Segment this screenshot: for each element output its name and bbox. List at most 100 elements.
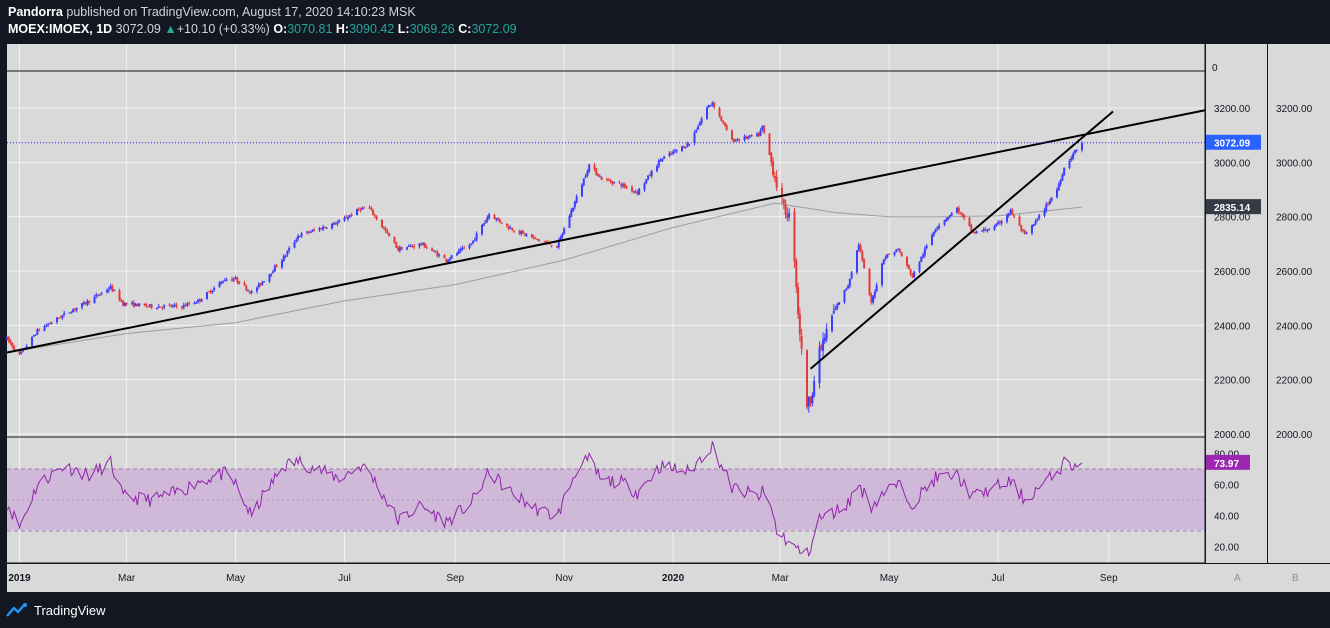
candle-body xyxy=(406,247,408,250)
candle-body xyxy=(882,259,885,264)
candle-body xyxy=(284,255,287,257)
candle-body xyxy=(81,303,83,308)
candle-body xyxy=(288,248,291,251)
time-axis[interactable] xyxy=(7,564,1330,592)
candle-body xyxy=(411,246,414,248)
candle-body xyxy=(318,228,321,231)
candle-body xyxy=(332,222,335,225)
rsi-line xyxy=(6,441,1083,558)
candle-body xyxy=(172,305,175,307)
candle-body xyxy=(575,196,578,203)
candle-body xyxy=(723,122,726,126)
high-label: H: xyxy=(335,22,350,36)
candle-body xyxy=(656,166,658,172)
candle-body xyxy=(423,242,426,248)
candle-body xyxy=(648,175,651,177)
candle-body xyxy=(473,239,476,241)
candle-body xyxy=(186,303,189,306)
candle-body xyxy=(859,245,862,252)
scale-button-b[interactable]: B xyxy=(1292,573,1299,584)
candle-body xyxy=(18,349,21,355)
candle-body xyxy=(773,175,776,179)
candle-body xyxy=(188,303,191,305)
candle-body xyxy=(925,245,928,249)
candle-body xyxy=(993,226,996,230)
candle-body xyxy=(320,228,323,230)
candle-body xyxy=(493,214,496,220)
author-name[interactable]: Pandorra xyxy=(8,5,63,19)
candle-body xyxy=(436,252,439,257)
candle-body xyxy=(231,279,233,281)
candle-body xyxy=(311,229,314,232)
candle-body xyxy=(695,130,698,132)
candle-body xyxy=(997,222,1000,224)
candle-body xyxy=(470,243,473,245)
candle-body xyxy=(1011,209,1014,215)
trendline-long[interactable] xyxy=(6,109,1206,354)
candle-body xyxy=(268,274,271,282)
price-axis-tick: 2800.00 xyxy=(1276,213,1313,224)
candle-body xyxy=(561,233,564,238)
candle-body xyxy=(398,247,401,251)
candle-body xyxy=(509,228,512,230)
price-axis-tick: 2000.00 xyxy=(1276,430,1313,441)
candle-body xyxy=(193,302,196,304)
candle-body xyxy=(1059,180,1062,185)
tradingview-brand[interactable]: TradingView xyxy=(34,602,106,618)
candle-body xyxy=(922,254,925,258)
candle-body xyxy=(348,215,351,217)
candle-body xyxy=(88,300,91,303)
tradingview-logo-icon[interactable] xyxy=(6,603,30,617)
candle-body xyxy=(598,176,601,178)
candle-body xyxy=(9,340,12,344)
triangle-up-icon: ▲ xyxy=(164,22,177,36)
chart-header: Pandorra published on TradingView.com, A… xyxy=(8,4,517,38)
candle-body xyxy=(959,212,962,214)
candle-body xyxy=(1009,209,1012,214)
price-axis-left[interactable] xyxy=(1206,44,1267,563)
candle-body xyxy=(572,207,575,212)
candle-body xyxy=(7,336,10,342)
candle-body xyxy=(1045,204,1048,211)
candle-body xyxy=(784,203,787,215)
candle-body xyxy=(798,313,801,335)
candle-body xyxy=(943,220,946,225)
candle-body xyxy=(61,315,64,318)
candle-body xyxy=(607,180,610,182)
candle-body xyxy=(538,239,541,241)
candle-body xyxy=(568,216,571,229)
candle-body xyxy=(370,207,373,210)
candle-body xyxy=(911,274,914,277)
candle-body xyxy=(593,164,596,170)
candle-body xyxy=(998,221,1001,224)
rsi-axis-tick: 60.00 xyxy=(1214,481,1239,492)
symbol-label[interactable]: MOEX:IMOEX, 1D xyxy=(8,22,113,36)
candle-body xyxy=(495,218,498,220)
candle-body xyxy=(68,312,71,314)
price-axis-tick: 2000.00 xyxy=(1214,430,1251,441)
candle-body xyxy=(631,187,633,191)
candle-body xyxy=(211,290,214,293)
candle-body xyxy=(257,283,260,288)
open-value: 3070.81 xyxy=(287,22,333,36)
candle-body xyxy=(434,251,437,253)
candle-body xyxy=(243,283,246,286)
chart-area[interactable]: 3200.00 3200.00 3000.00 3000.00 2800.00 2800.… xyxy=(0,0,1330,600)
candle-body xyxy=(463,247,466,249)
candle-body xyxy=(95,294,98,297)
candle-body xyxy=(97,294,100,296)
candle-body xyxy=(181,306,183,308)
candle-body xyxy=(198,299,201,301)
price-axis-right[interactable] xyxy=(1268,44,1330,563)
candle-body xyxy=(431,248,433,251)
candle-body xyxy=(563,228,566,234)
trendline-recovery[interactable] xyxy=(809,110,1114,370)
candle-body xyxy=(418,243,421,247)
time-axis-label: Sep xyxy=(1100,573,1118,584)
candle-body xyxy=(118,290,121,301)
candle-body xyxy=(761,125,764,130)
candle-body xyxy=(448,258,451,261)
candle-body xyxy=(336,222,339,225)
candle-body xyxy=(206,292,208,300)
scale-button-a[interactable]: A xyxy=(1234,573,1241,584)
